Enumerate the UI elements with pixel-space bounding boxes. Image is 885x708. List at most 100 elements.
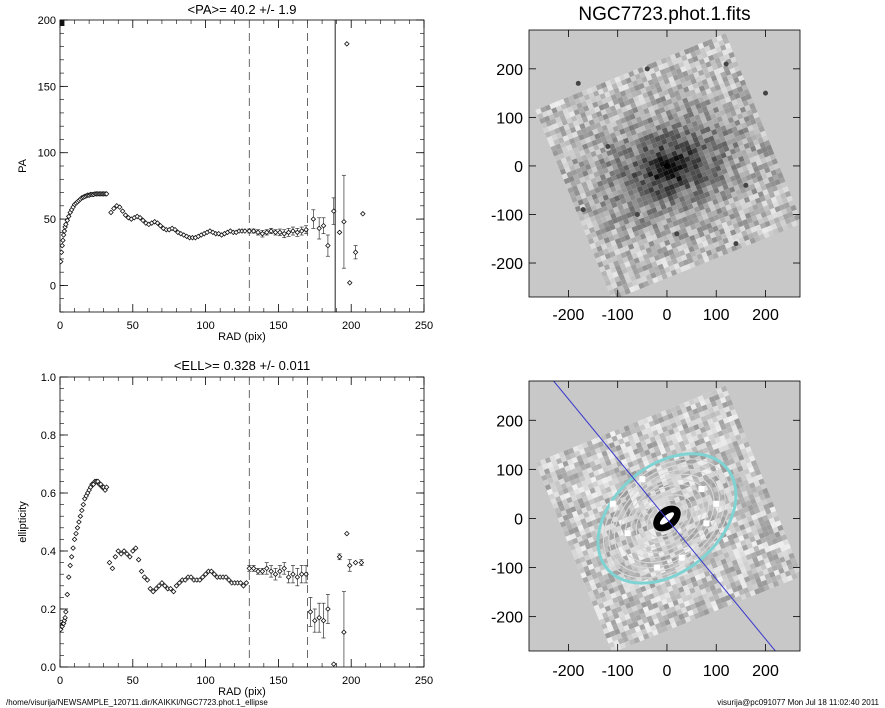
image-pixel (684, 443, 692, 451)
data-point (226, 577, 232, 583)
image-pixel (755, 186, 763, 193)
image-pixel (625, 77, 632, 84)
image-pixel (662, 143, 670, 150)
image-pixel (654, 135, 661, 143)
image-pixel (591, 193, 598, 200)
image-pixel (696, 53, 704, 61)
image-pixel (738, 144, 746, 152)
image-pixel (642, 633, 650, 640)
data-point (320, 617, 327, 624)
image-pixel (664, 120, 672, 128)
x-tick-label: 0 (57, 675, 63, 687)
image-pixel (743, 115, 750, 123)
image-pixel (764, 155, 772, 163)
image-pixel (693, 531, 701, 539)
image-pixel (615, 280, 623, 288)
image-pixel (624, 207, 631, 214)
image-pixel (679, 130, 686, 138)
image-pixel (755, 132, 763, 140)
image-pixel (585, 125, 593, 133)
image-pixel (714, 555, 721, 563)
image-pixel (610, 646, 617, 651)
image-pixel (641, 617, 649, 624)
data-point (160, 225, 167, 232)
image-pixel (654, 243, 662, 250)
image-pixel (613, 168, 621, 175)
image-pixel (594, 447, 602, 455)
image-pixel (659, 68, 667, 76)
image-pixel (607, 219, 614, 226)
image-pixel (588, 552, 596, 560)
image-pixel (704, 233, 712, 241)
image-pixel (730, 462, 737, 470)
image-pixel (600, 189, 608, 197)
image-pixel (629, 86, 636, 94)
image-pixel (716, 441, 723, 449)
image-pixel (603, 183, 611, 190)
image-pixel (633, 84, 641, 92)
image-pixel (604, 118, 611, 125)
image-pixel (701, 197, 708, 205)
image-pixel (694, 493, 701, 501)
image-pixel (620, 458, 628, 466)
image-pixel (729, 240, 736, 247)
image-pixel (663, 603, 670, 610)
image-pixel (723, 552, 730, 559)
data-point (307, 609, 314, 615)
image-pixel (684, 182, 691, 190)
image-pixel (611, 228, 618, 236)
image-pixel (596, 191, 603, 199)
image-pixel (649, 202, 656, 210)
image-pixel (704, 532, 712, 540)
image-pixel (656, 248, 664, 255)
image-pixel (578, 567, 586, 574)
image-pixel (731, 72, 738, 79)
image-pixel (637, 201, 645, 209)
image-pixel (734, 200, 741, 207)
image-pixel (683, 400, 691, 408)
image-pixel (601, 477, 608, 484)
image-pixel (690, 430, 697, 438)
image-pixel (551, 107, 558, 114)
image-pixel (595, 202, 602, 210)
image-pixel (675, 267, 682, 274)
data-point (121, 548, 127, 554)
image-pixel (713, 187, 720, 194)
image-pixel (612, 623, 619, 631)
image-pixel (562, 135, 569, 142)
image-pixel (582, 511, 590, 519)
image-pixel (646, 588, 653, 596)
image-pixel (579, 475, 586, 482)
plot-frame (59, 19, 425, 313)
image-pixel (693, 424, 700, 431)
data-point (290, 571, 296, 577)
image-pixel (620, 224, 627, 232)
image-pixel (721, 401, 729, 409)
image-pixel (726, 47, 734, 54)
image-pixel (676, 543, 684, 551)
image-pixel (714, 57, 722, 64)
image-pixel (589, 215, 597, 223)
image-pixel (658, 79, 666, 87)
data-point (109, 565, 116, 572)
image-pixel (699, 166, 706, 173)
image-pixel (661, 425, 669, 433)
image-pixel (660, 490, 668, 498)
image-pixel (577, 551, 585, 559)
data-point (154, 220, 161, 226)
image-pixel (694, 49, 702, 56)
image-pixel (767, 501, 775, 509)
image-pixel (649, 164, 657, 171)
image-pixel (683, 427, 691, 435)
image-pixel (578, 214, 586, 222)
image-pixel (622, 83, 630, 91)
image-pixel (741, 218, 749, 226)
image-pixel (631, 279, 639, 287)
image-pixel (756, 229, 764, 236)
image-pixel (777, 551, 784, 559)
image-pixel (696, 91, 703, 99)
image-pixel (693, 259, 701, 267)
image-pixel (768, 164, 776, 172)
x-tick-label: 200 (752, 663, 779, 680)
